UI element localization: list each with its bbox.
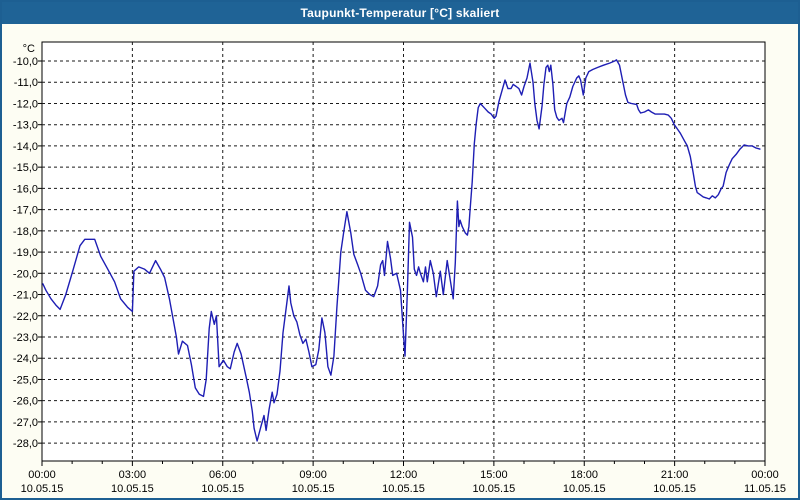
x-axis-time-label: 06:00 xyxy=(209,469,237,481)
y-axis-label: -16,0 xyxy=(13,183,38,195)
x-axis-date-label: 10.05.15 xyxy=(111,483,154,495)
y-axis-label: -10,0 xyxy=(13,56,38,68)
y-axis-label: -27,0 xyxy=(13,417,38,429)
y-axis-label: -18,0 xyxy=(13,226,38,238)
y-axis-label: -24,0 xyxy=(13,353,38,365)
x-axis-date-label: 10.05.15 xyxy=(653,483,696,495)
y-axis-label: -20,0 xyxy=(13,268,38,280)
x-axis-date-label: 11.05.15 xyxy=(744,483,786,495)
y-axis-label: -21,0 xyxy=(13,290,38,302)
x-axis-time-label: 18:00 xyxy=(570,469,598,481)
x-axis-date-label: 10.05.15 xyxy=(563,483,606,495)
x-axis-time-label: 09:00 xyxy=(299,469,327,481)
y-axis-label: -19,0 xyxy=(13,247,38,259)
y-axis-label: -25,0 xyxy=(13,374,38,386)
x-axis-time-label: 12:00 xyxy=(390,469,418,481)
x-axis-time-label: 15:00 xyxy=(480,469,508,481)
x-axis-date-label: 10.05.15 xyxy=(292,483,335,495)
x-axis-date-label: 10.05.15 xyxy=(201,483,244,495)
y-axis-label: -11,0 xyxy=(14,77,38,89)
x-axis-date-label: 10.05.15 xyxy=(21,483,64,495)
x-axis-time-label: 00:00 xyxy=(28,469,56,481)
x-axis-date-label: 10.05.15 xyxy=(472,483,515,495)
x-axis-time-label: 00:00 xyxy=(751,469,779,481)
y-axis-label: -23,0 xyxy=(13,332,38,344)
y-axis-unit-label: °C xyxy=(23,43,35,55)
y-axis-label: -12,0 xyxy=(13,98,38,110)
y-axis-label: -15,0 xyxy=(13,162,38,174)
x-axis-time-label: 21:00 xyxy=(661,469,689,481)
y-axis-label: -13,0 xyxy=(13,120,38,132)
temperature-line xyxy=(42,59,761,442)
y-axis-label: -14,0 xyxy=(13,141,38,153)
y-axis-label: -26,0 xyxy=(13,396,38,408)
page-title: Taupunkt-Temperatur [°C] skaliert xyxy=(300,6,500,20)
y-axis-label: -17,0 xyxy=(13,205,38,217)
y-axis-label: -22,0 xyxy=(13,311,38,323)
x-axis-time-label: 03:00 xyxy=(119,469,147,481)
x-axis-date-label: 10.05.15 xyxy=(382,483,425,495)
title-bar: Taupunkt-Temperatur [°C] skaliert xyxy=(2,2,798,24)
y-axis-label: -28,0 xyxy=(13,438,38,450)
